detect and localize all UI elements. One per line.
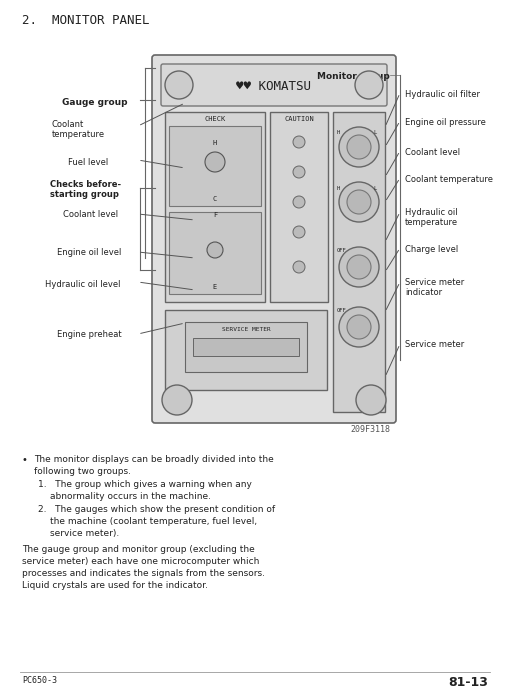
Text: Charge level: Charge level — [404, 245, 458, 254]
Bar — [165, 112, 265, 302]
Circle shape — [207, 242, 222, 258]
Circle shape — [346, 190, 370, 214]
Circle shape — [293, 261, 304, 273]
Text: PC650-3: PC650-3 — [22, 676, 57, 685]
Text: ♥♥ KOMATSU: ♥♥ KOMATSU — [236, 79, 311, 93]
Bar — [185, 322, 306, 372]
Circle shape — [338, 127, 378, 167]
Text: the machine (coolant temperature, fuel level,: the machine (coolant temperature, fuel l… — [50, 517, 257, 526]
Text: E: E — [212, 284, 217, 290]
Text: L: L — [373, 186, 376, 191]
Bar — [165, 310, 326, 390]
Text: C: C — [212, 196, 217, 202]
Text: 209F3118: 209F3118 — [349, 425, 389, 434]
Text: Fuel level: Fuel level — [68, 158, 108, 167]
Circle shape — [338, 247, 378, 287]
Bar — [269, 112, 327, 302]
Text: Coolant level: Coolant level — [63, 210, 118, 219]
Text: Monitor group: Monitor group — [317, 72, 389, 81]
Text: H: H — [336, 186, 340, 191]
Text: Hydraulic oil filter: Hydraulic oil filter — [404, 90, 479, 99]
Bar — [332, 112, 384, 412]
Text: abnormality occurs in the machine.: abnormality occurs in the machine. — [50, 492, 211, 501]
Text: H: H — [336, 131, 340, 136]
Text: SERVICE METER: SERVICE METER — [221, 327, 270, 332]
Text: Hydraulic oil level: Hydraulic oil level — [45, 280, 120, 289]
Circle shape — [293, 226, 304, 238]
Text: Engine oil level: Engine oil level — [57, 248, 121, 257]
Circle shape — [165, 71, 192, 99]
Circle shape — [338, 182, 378, 222]
Text: Hydraulic oil
temperature: Hydraulic oil temperature — [404, 208, 457, 228]
Text: Coolant level: Coolant level — [404, 148, 459, 157]
Text: CAUTION: CAUTION — [284, 116, 313, 122]
Text: F: F — [212, 212, 217, 218]
Text: 2.   The gauges which show the present condition of: 2. The gauges which show the present con… — [38, 505, 274, 514]
Circle shape — [205, 152, 224, 172]
Text: OFF: OFF — [336, 248, 346, 253]
Text: 1.   The group which gives a warning when any: 1. The group which gives a warning when … — [38, 480, 251, 489]
Circle shape — [293, 136, 304, 148]
Text: OFF: OFF — [336, 308, 346, 313]
Text: 2.  MONITOR PANEL: 2. MONITOR PANEL — [22, 14, 149, 27]
Bar — [168, 212, 261, 294]
Circle shape — [354, 71, 382, 99]
Bar — [168, 126, 261, 206]
Text: Service meter
indicator: Service meter indicator — [404, 278, 463, 297]
Text: Gauge group: Gauge group — [62, 98, 127, 107]
Text: Engine preheat: Engine preheat — [57, 330, 121, 339]
Text: Liquid crystals are used for the indicator.: Liquid crystals are used for the indicat… — [22, 581, 208, 590]
Text: H: H — [212, 140, 217, 146]
Circle shape — [162, 385, 191, 415]
Text: following two groups.: following two groups. — [34, 467, 131, 476]
Text: processes and indicates the signals from the sensors.: processes and indicates the signals from… — [22, 569, 265, 578]
Text: 81-13: 81-13 — [447, 676, 487, 689]
Circle shape — [346, 255, 370, 279]
Text: The monitor displays can be broadly divided into the: The monitor displays can be broadly divi… — [34, 455, 273, 464]
Text: L: L — [373, 131, 376, 136]
Circle shape — [338, 307, 378, 347]
Text: Engine oil pressure: Engine oil pressure — [404, 118, 485, 127]
Circle shape — [293, 166, 304, 178]
Circle shape — [293, 196, 304, 208]
Circle shape — [346, 135, 370, 159]
Bar — [192, 338, 298, 356]
Text: CHECK: CHECK — [204, 116, 225, 122]
Text: The gauge group and monitor group (excluding the: The gauge group and monitor group (exclu… — [22, 545, 254, 554]
Circle shape — [355, 385, 385, 415]
Text: Checks before-
starting group: Checks before- starting group — [50, 180, 121, 199]
Text: Coolant
temperature: Coolant temperature — [52, 120, 105, 139]
Text: Coolant temperature: Coolant temperature — [404, 175, 492, 184]
Text: •: • — [22, 455, 28, 465]
FancyBboxPatch shape — [161, 64, 386, 106]
Text: service meter) each have one microcomputer which: service meter) each have one microcomput… — [22, 557, 259, 566]
Text: service meter).: service meter). — [50, 529, 119, 538]
Text: Service meter: Service meter — [404, 340, 463, 349]
FancyBboxPatch shape — [152, 55, 395, 423]
Circle shape — [346, 315, 370, 339]
